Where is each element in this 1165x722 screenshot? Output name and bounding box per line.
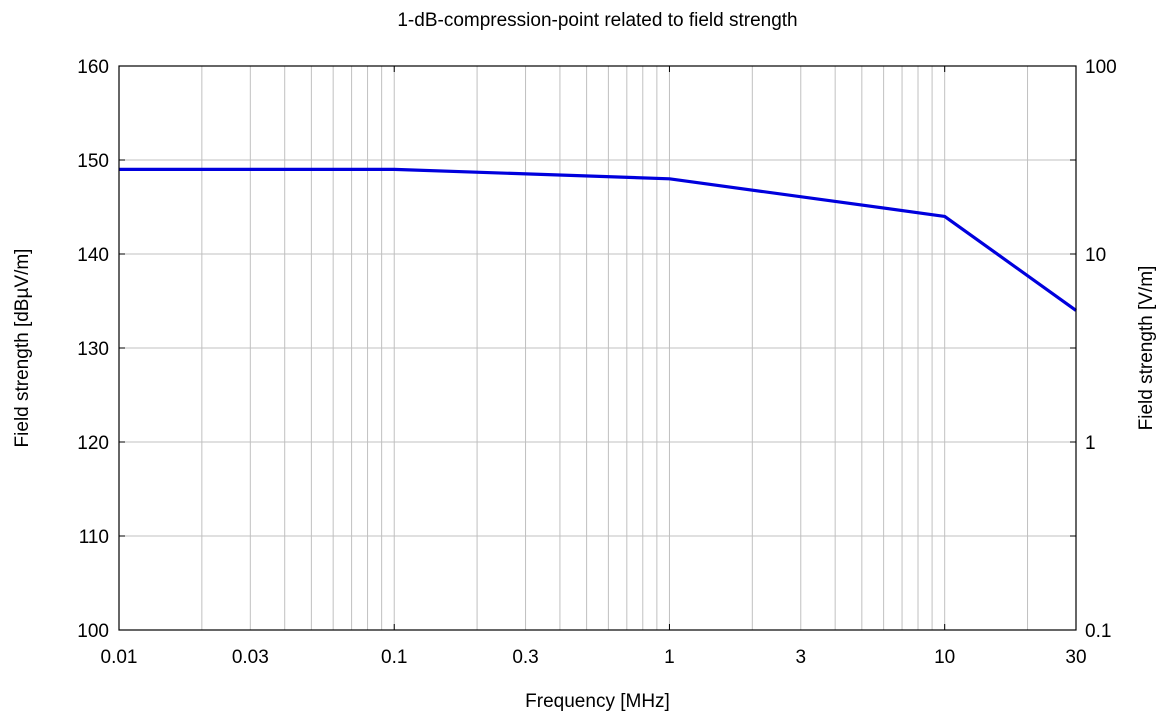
y-tick-label: 110	[79, 527, 109, 548]
y2-tick-label: 1	[1085, 433, 1096, 454]
x-tick-label: 1	[664, 647, 675, 668]
tick-marks	[118, 65, 1076, 631]
x-tick-label: 0.03	[232, 647, 269, 668]
x-tick-label: 10	[934, 647, 955, 668]
x-axis-label: Frequency [MHz]	[525, 691, 670, 712]
y-tick-label: 130	[77, 339, 109, 360]
y-tick-label: 160	[77, 57, 109, 78]
y-tick-label: 150	[77, 151, 109, 172]
chart-title: 1-dB-compression-point related to field …	[397, 10, 797, 31]
x-tick-label: 0.01	[101, 647, 138, 668]
grid-lines	[118, 65, 1077, 631]
x-tick-label: 3	[795, 647, 806, 668]
y-tick-label: 120	[77, 433, 109, 454]
y-tick-label: 100	[77, 621, 109, 642]
y-tick-label: 140	[77, 245, 109, 266]
series-layer	[119, 167, 1077, 312]
y2-axis-label: Field strength [V/m]	[1136, 266, 1157, 431]
x-tick-label: 30	[1065, 647, 1086, 668]
y2-tick-label: 100	[1085, 57, 1117, 78]
series-line	[119, 167, 1077, 312]
y2-tick-label: 10	[1085, 245, 1106, 266]
y2-tick-label: 0.1	[1085, 621, 1111, 642]
x-tick-label: 0.1	[381, 647, 407, 668]
x-tick-label: 0.3	[512, 647, 538, 668]
y-axis-label: Field strength [dBµV/m]	[12, 249, 33, 448]
